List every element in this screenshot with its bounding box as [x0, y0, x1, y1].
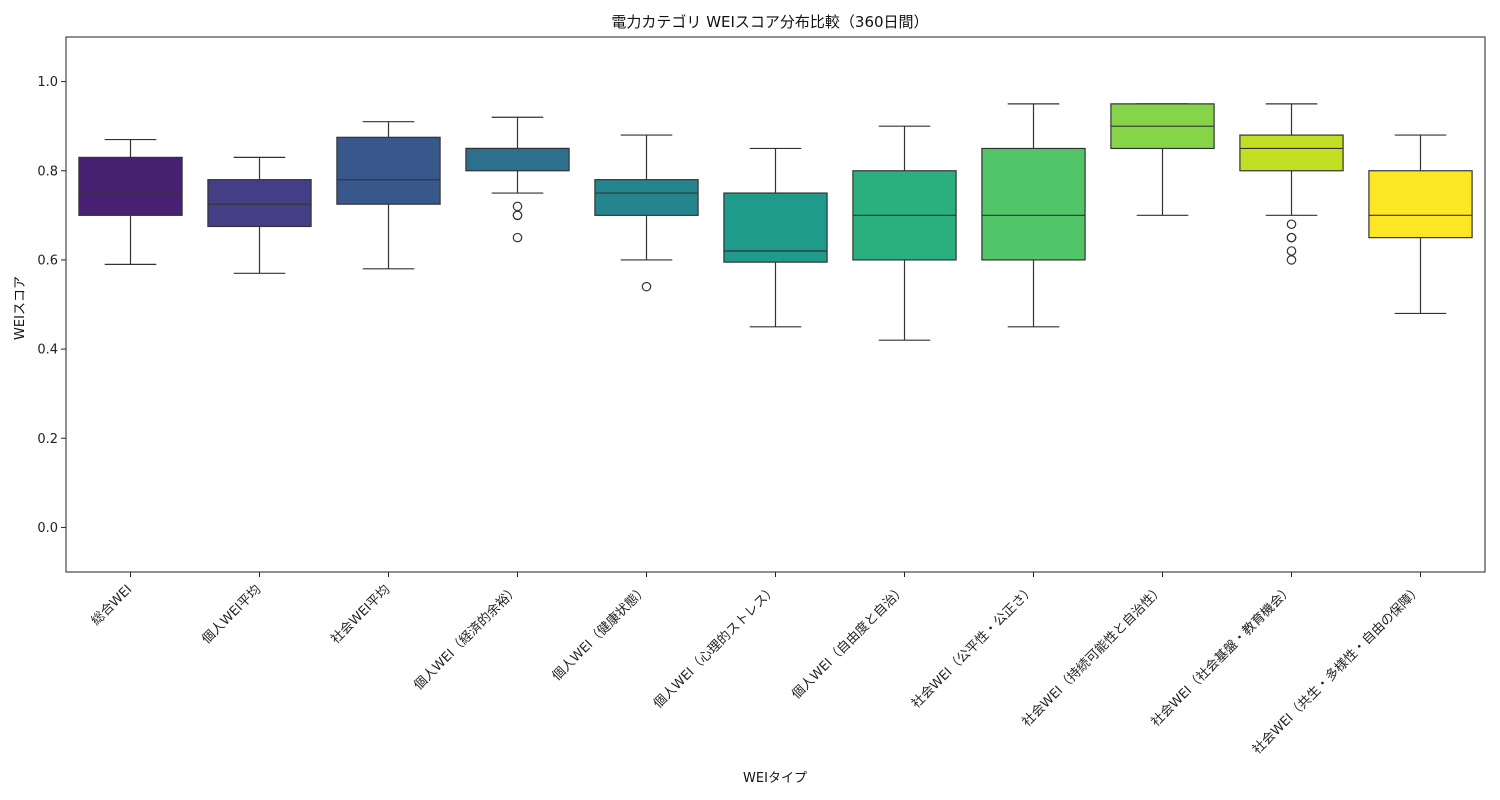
box-group [1239, 103, 1344, 265]
box-group [1110, 103, 1215, 216]
outlier-point [641, 281, 652, 292]
y-axis-label: WEIスコア [13, 276, 28, 340]
x-axis: 総合WEI 個人WEI平均 社会WEI平均 個人WEI（経済的余裕） 個人WEI（健康状… [89, 572, 1425, 758]
x-tick-label: 個人WEI平均 [199, 582, 264, 647]
box-iqr [723, 192, 828, 263]
outlier-point [512, 201, 523, 212]
box-group [336, 121, 441, 270]
box-iqr [1368, 170, 1473, 239]
y-tick-label: 1.0 [37, 75, 58, 90]
box-group [78, 138, 183, 265]
box-iqr [336, 136, 441, 205]
outlier-point [512, 232, 523, 243]
outlier-point [1286, 255, 1297, 265]
box-iqr [465, 147, 570, 172]
y-tick-label: 0.4 [37, 343, 58, 358]
box-group [465, 116, 570, 243]
y-tick-label: 0.6 [37, 253, 58, 268]
box-iqr [1239, 134, 1344, 172]
y-axis: 0.0 0.2 0.4 0.6 0.8 1.0 [37, 75, 66, 536]
box-group [207, 156, 312, 274]
x-tick-label: 個人WEI（心理的ストレス） [650, 582, 780, 712]
plot-area [78, 103, 1473, 341]
x-tick-label: 社会WEI（公平性・公正さ） [908, 582, 1038, 712]
box-group [981, 103, 1086, 328]
chart-title: 電力カテゴリ WEIスコア分布比較（360日間） [611, 13, 928, 31]
y-tick-label: 0.2 [37, 432, 58, 447]
x-tick-label: 個人WEI（健康状態） [549, 582, 651, 684]
outlier-point [1286, 246, 1297, 256]
x-tick-label: 個人WEI（経済的余裕） [411, 582, 523, 694]
outlier-point [512, 210, 523, 221]
x-tick-label: 社会WEI（社会基盤・教育機会） [1148, 582, 1296, 730]
x-tick-label: 社会WEI平均 [328, 582, 394, 648]
box-iqr [981, 147, 1086, 261]
box-iqr [594, 179, 699, 216]
box-iqr [207, 179, 312, 228]
x-tick-label: 社会WEI（持続可能性と自治性） [1019, 582, 1167, 730]
y-tick-label: 0.8 [37, 164, 58, 179]
x-axis-label: WEIタイプ [743, 771, 807, 786]
outlier-point [1286, 219, 1297, 230]
box-iqr [78, 156, 183, 216]
box-group [1368, 134, 1473, 315]
outlier-point [1286, 232, 1297, 243]
box-group [594, 134, 699, 292]
box-group [852, 125, 957, 341]
y-tick-label: 0.0 [37, 521, 58, 536]
x-tick-label: 総合WEI [89, 582, 136, 629]
x-tick-label: 個人WEI（自由度と自治） [788, 582, 909, 703]
box-group [723, 147, 828, 328]
